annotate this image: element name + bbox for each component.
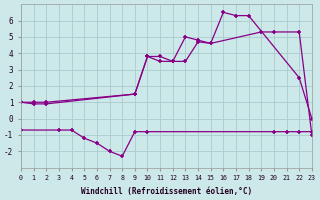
X-axis label: Windchill (Refroidissement éolien,°C): Windchill (Refroidissement éolien,°C)	[81, 187, 252, 196]
